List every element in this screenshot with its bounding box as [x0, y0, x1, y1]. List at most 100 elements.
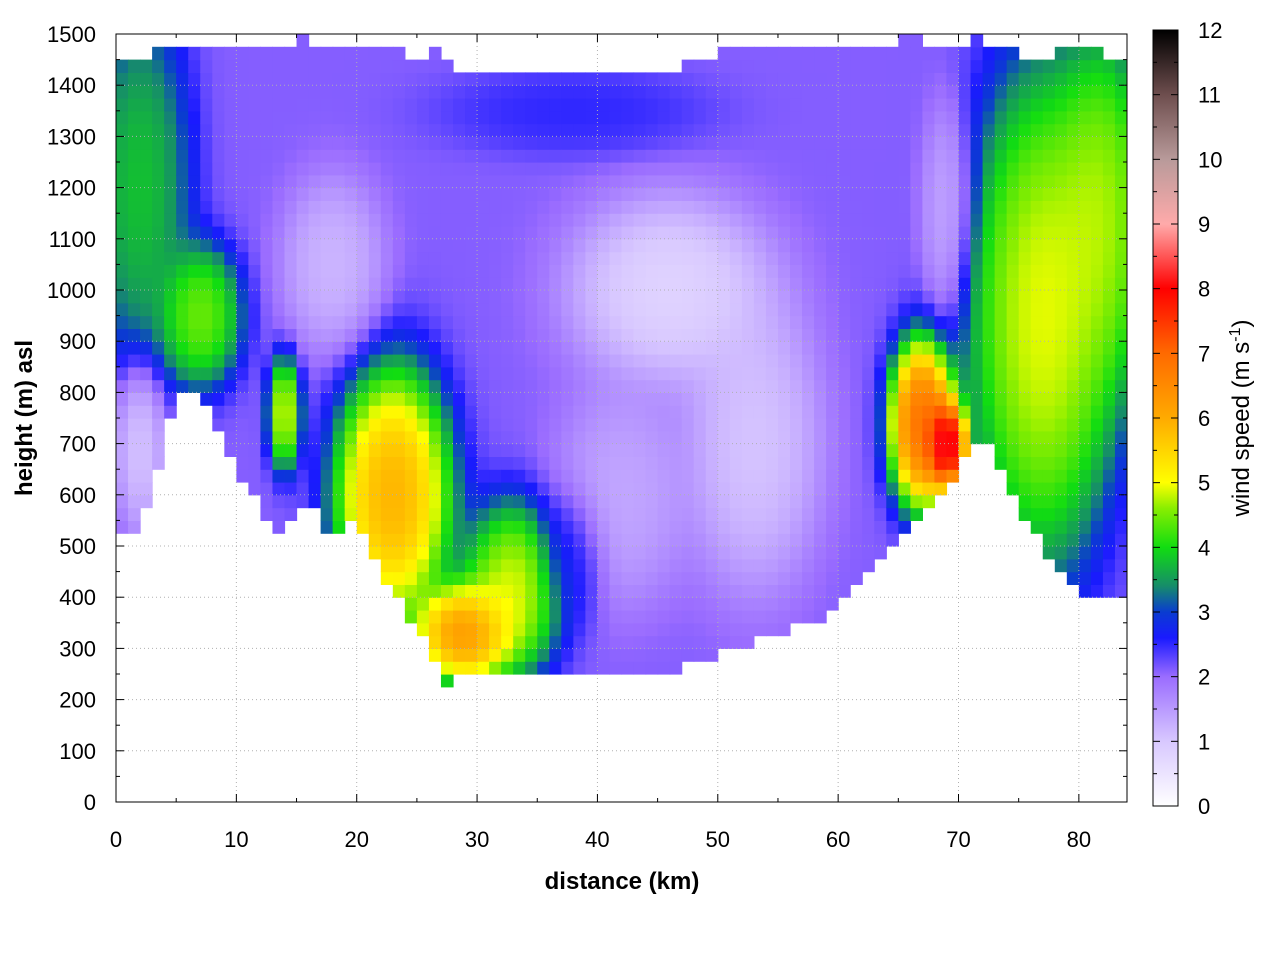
field-cell — [308, 226, 322, 240]
field-cell — [802, 72, 815, 86]
field-cell — [188, 315, 201, 329]
field-cell — [597, 507, 611, 521]
field-cell — [140, 392, 153, 406]
field-cell — [296, 123, 310, 137]
field-cell — [669, 264, 683, 278]
field-cell — [453, 213, 466, 227]
field-cell — [525, 213, 538, 227]
field-cell — [1018, 98, 1032, 112]
field-cell — [549, 341, 562, 355]
field-cell — [116, 277, 129, 291]
field-cell — [248, 443, 262, 457]
field-cell — [597, 622, 611, 637]
field-cell — [525, 648, 538, 662]
field-cell — [898, 136, 911, 150]
field-cell — [1090, 226, 1104, 240]
field-cell — [200, 46, 213, 61]
field-cell — [1030, 187, 1044, 201]
field-cell — [236, 110, 249, 125]
field-cell — [693, 110, 707, 125]
field-cell — [428, 648, 442, 662]
field-cell — [164, 85, 177, 99]
field-cell — [296, 405, 310, 419]
field-cell — [332, 392, 346, 406]
field-cell — [489, 341, 502, 355]
field-cell — [404, 571, 418, 585]
field-cell — [465, 110, 478, 125]
field-cell — [958, 123, 972, 137]
field-cell — [308, 482, 322, 496]
field-cell — [1078, 366, 1092, 381]
field-cell — [440, 635, 454, 649]
field-cell — [368, 379, 382, 393]
field-cell — [874, 85, 887, 99]
field-cell — [669, 290, 683, 304]
field-cell — [802, 302, 815, 317]
field-cell — [814, 379, 827, 393]
field-cell — [609, 238, 623, 253]
field-cell — [200, 315, 213, 329]
field-cell — [633, 200, 647, 214]
colorbar-tick-label: 3 — [1198, 600, 1210, 625]
field-cell — [790, 533, 803, 547]
field-cell — [994, 149, 1008, 163]
field-cell — [1066, 162, 1080, 176]
field-cell — [1054, 443, 1068, 457]
field-cell — [453, 558, 466, 573]
field-cell — [705, 110, 719, 125]
field-cell — [898, 494, 911, 509]
field-cell — [416, 162, 430, 176]
field-cell — [465, 174, 478, 189]
field-cell — [489, 558, 502, 573]
field-cell — [152, 277, 165, 291]
field-cell — [453, 264, 466, 278]
field-cell — [140, 59, 153, 73]
field-cell — [356, 264, 370, 278]
field-cell — [1054, 392, 1068, 406]
field-cell — [525, 507, 538, 521]
field-cell — [392, 354, 406, 368]
field-cell — [212, 174, 225, 189]
field-cell — [850, 277, 863, 291]
field-cell — [404, 366, 418, 381]
field-cell — [308, 213, 322, 227]
y-tick-label: 900 — [59, 329, 96, 354]
field-cell — [428, 597, 442, 611]
field-cell — [681, 290, 695, 304]
field-cell — [440, 648, 454, 662]
field-cell — [248, 174, 262, 189]
field-cell — [537, 546, 550, 560]
field-cell — [1078, 264, 1092, 278]
field-cell — [164, 149, 177, 163]
field-cell — [802, 174, 815, 189]
field-cell — [489, 533, 502, 547]
field-cell — [850, 430, 863, 445]
field-cell — [465, 610, 478, 624]
field-cell — [392, 507, 406, 521]
field-cell — [440, 507, 454, 521]
field-cell — [537, 72, 550, 86]
field-cell — [1078, 162, 1092, 176]
field-cell — [140, 443, 153, 457]
field-cell — [681, 469, 695, 483]
field-cell — [1042, 469, 1056, 483]
field-cell — [489, 597, 502, 611]
field-cell — [609, 149, 623, 163]
field-cell — [404, 213, 418, 227]
field-cell — [1006, 469, 1020, 483]
field-cell — [862, 200, 875, 214]
field-cell — [741, 379, 755, 393]
field-cell — [1042, 226, 1056, 240]
field-cell — [669, 635, 683, 649]
field-cell — [597, 354, 611, 368]
field-cell — [1066, 507, 1080, 521]
field-cell — [561, 494, 574, 509]
field-cell — [1078, 251, 1092, 265]
field-cell — [513, 277, 526, 291]
field-cell — [645, 443, 659, 457]
field-cell — [597, 366, 611, 381]
field-cell — [850, 507, 863, 521]
field-cell — [260, 264, 274, 278]
field-cell — [116, 520, 129, 534]
field-cell — [669, 597, 683, 611]
